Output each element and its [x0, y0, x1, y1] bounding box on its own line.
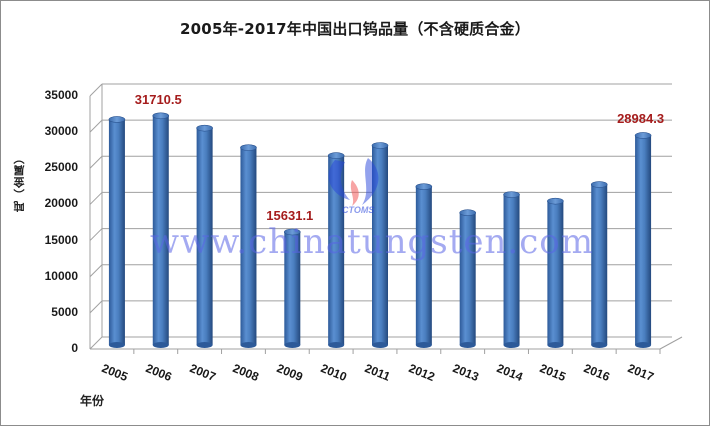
bar-2015: [547, 197, 564, 348]
bar-2010: [327, 152, 345, 348]
y-tick-label: 30000: [44, 124, 78, 139]
y-tick-label: 25000: [44, 160, 78, 175]
bar-2013: [459, 209, 476, 348]
bar-2017: [634, 132, 652, 348]
x-axis-label: 年份: [80, 394, 105, 408]
bar-2014: [503, 191, 520, 348]
chart-title: 2005年-2017年中国出口钨品量（不含硬质合金）: [180, 20, 530, 38]
bar-2006: [152, 112, 170, 348]
y-tick-label: 15000: [44, 232, 78, 247]
bar-2005: [108, 116, 126, 348]
data-label-2017: 28984.3: [617, 111, 665, 127]
y-axis-label: 吨（金属）: [13, 152, 26, 212]
y-tick-label: 35000: [44, 88, 78, 102]
y-tick-label: 20000: [44, 196, 78, 211]
y-tick-label: 10000: [44, 268, 78, 283]
y-tick-label: 0: [71, 341, 78, 355]
bar-2016: [590, 181, 608, 348]
bar-2012: [415, 183, 433, 348]
bars: [108, 112, 652, 348]
data-label-2006: 31710.5: [134, 91, 182, 107]
bar-2007: [196, 124, 213, 348]
watermark-text: www.chinatungsten.com: [150, 222, 594, 262]
bar-2008: [240, 144, 257, 348]
y-tick-label: 5000: [51, 304, 78, 319]
data-label-2009: 15631.1: [266, 208, 314, 223]
bar-2009: [284, 228, 301, 348]
